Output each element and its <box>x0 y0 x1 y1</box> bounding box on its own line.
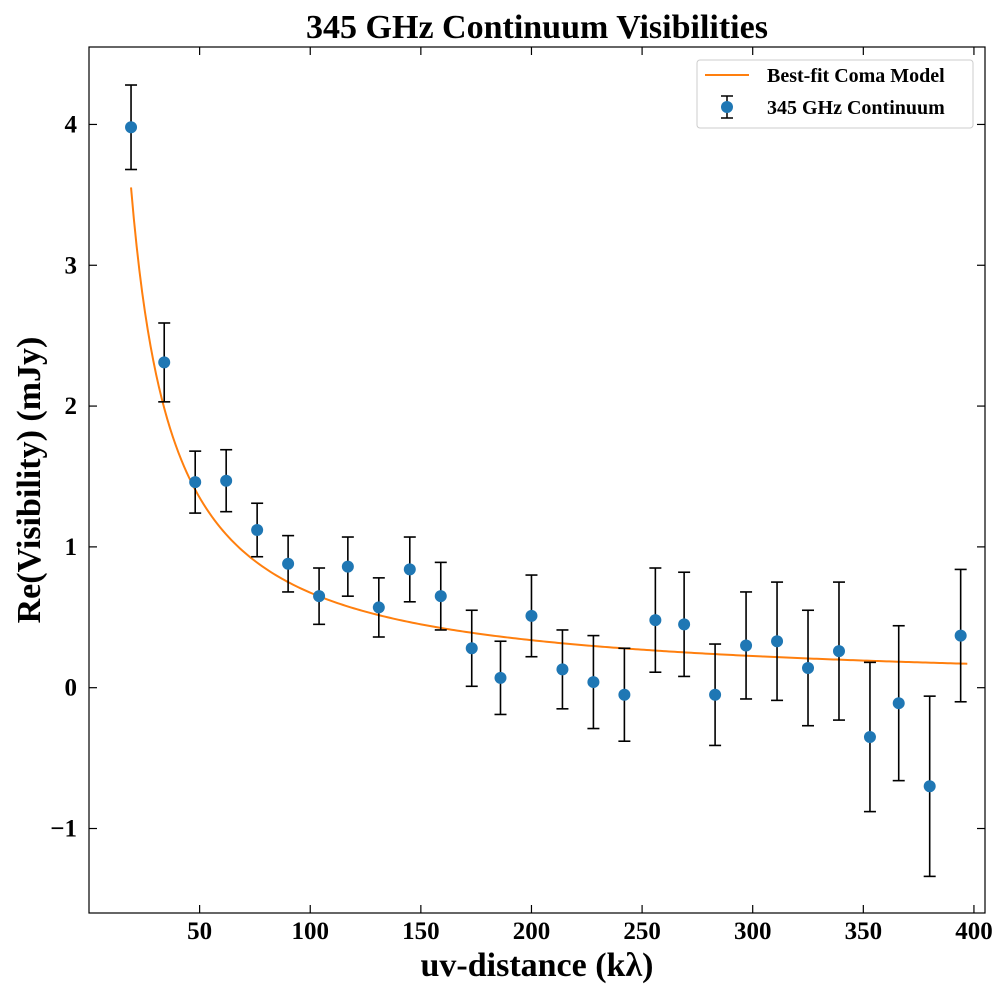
data-point-2 <box>158 322 171 403</box>
data-point-10 <box>403 536 416 603</box>
data-point-7 <box>313 567 326 626</box>
marker-9 <box>372 601 385 614</box>
x-tick-label-250: 250 <box>623 918 661 945</box>
legend-model-label: Best-fit Coma Model <box>767 65 945 87</box>
data-point-19 <box>678 571 691 678</box>
data-point-3 <box>189 450 202 514</box>
axis-ticks: 50 100 150 200 250 300 350 400 −1 0 1 2 3 4 <box>50 47 993 945</box>
data-point-11 <box>434 561 447 631</box>
data-point-15 <box>556 629 569 710</box>
legend-box <box>696 59 974 129</box>
marker-24 <box>832 645 845 658</box>
y-tick-label-2: 2 <box>65 393 78 420</box>
data-point-18 <box>649 567 662 674</box>
data-point-1 <box>125 84 138 171</box>
marker-7 <box>313 590 326 603</box>
marker-2 <box>158 356 171 369</box>
marker-18 <box>649 614 662 627</box>
data-point-23 <box>802 609 815 727</box>
marker-6 <box>282 557 295 570</box>
y-tick-label-4: 4 <box>65 111 78 138</box>
data-point-27 <box>923 695 936 878</box>
y-tick-label--1: −1 <box>50 816 77 843</box>
marker-1 <box>125 121 138 134</box>
legend-data-swatch <box>721 95 733 119</box>
chart-title: 345 GHz Continuum Visibilities <box>306 9 768 46</box>
marker-3 <box>189 476 202 489</box>
axes-frame <box>88 46 986 914</box>
x-tick-label-100: 100 <box>291 918 329 945</box>
data-point-5 <box>251 502 264 558</box>
x-tick-label-200: 200 <box>513 918 551 945</box>
data-point-12 <box>465 609 478 688</box>
data-point-24 <box>832 581 845 721</box>
marker-23 <box>802 661 815 674</box>
data-point-9 <box>372 577 385 638</box>
marker-12 <box>465 642 478 655</box>
marker-25 <box>863 730 876 743</box>
y-tick-label-0: 0 <box>65 675 78 702</box>
marker-8 <box>341 560 354 573</box>
data-point-16 <box>587 634 600 730</box>
marker-22 <box>771 635 784 648</box>
data-point-6 <box>282 534 295 593</box>
x-tick-label-150: 150 <box>402 918 440 945</box>
marker-26 <box>892 697 905 710</box>
x-tick-label-350: 350 <box>845 918 883 945</box>
marker-16 <box>587 676 600 689</box>
y-axis-label: Re(Visibility) (mJy) <box>11 337 48 624</box>
data-point-4 <box>220 448 233 513</box>
legend-data-label: 345 GHz Continuum <box>767 97 945 119</box>
marker-14 <box>525 609 538 622</box>
data-point-8 <box>341 536 354 597</box>
y-tick-label-1: 1 <box>65 534 78 561</box>
marker-19 <box>678 618 691 631</box>
marker-28 <box>954 629 967 642</box>
x-tick-label-50: 50 <box>187 918 212 945</box>
data-point-22 <box>771 581 784 702</box>
marker-5 <box>251 523 264 536</box>
data-point-13 <box>494 640 507 716</box>
marker-10 <box>403 563 416 576</box>
marker-17 <box>618 688 631 701</box>
marker-27 <box>923 780 936 793</box>
data-point-28 <box>954 568 967 703</box>
plot-area <box>125 84 968 878</box>
marker-11 <box>434 590 447 603</box>
model-curve <box>130 187 968 665</box>
marker-13 <box>494 671 507 684</box>
marker-4 <box>220 474 233 487</box>
marker-15 <box>556 663 569 676</box>
legend: Best-fit Coma Model 345 GHz Continuum <box>696 59 974 129</box>
data-point-14 <box>525 574 538 658</box>
data-point-17 <box>618 647 631 743</box>
y-tick-label-3: 3 <box>65 252 78 279</box>
marker-21 <box>740 639 753 652</box>
x-tick-label-400: 400 <box>955 918 993 945</box>
data-point-26 <box>892 624 905 782</box>
x-axis-label: uv-distance (kλ) <box>421 947 654 984</box>
data-point-20 <box>709 643 722 747</box>
data-point-25 <box>863 661 876 813</box>
marker-20 <box>709 688 722 701</box>
data-point-21 <box>740 591 753 700</box>
x-tick-label-300: 300 <box>734 918 772 945</box>
